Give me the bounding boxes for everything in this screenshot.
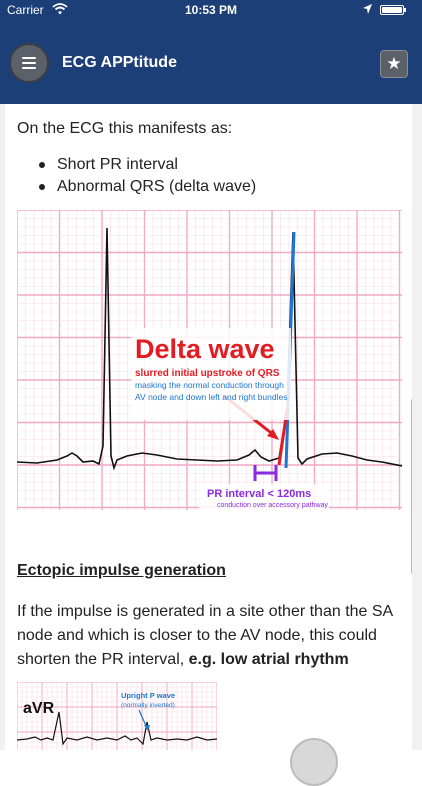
avr-trace xyxy=(17,711,217,746)
star-icon: ★ xyxy=(386,54,402,73)
pr-interval-label: PR interval < 120ms xyxy=(207,488,311,500)
pr-interval-sublabel: conduction over accessory pathway xyxy=(217,502,328,509)
delta-wave-desc-1: masking the normal conduction through xyxy=(135,380,284,390)
location-arrow-icon xyxy=(362,3,373,18)
bullet-item: Short PR interval xyxy=(17,154,256,176)
bullet-list: Short PR interval Abnormal QRS (delta wa… xyxy=(17,154,256,198)
body-text: If the impulse is generated in a site ot… xyxy=(17,603,393,668)
scrollbar[interactable] xyxy=(411,399,412,574)
wifi-icon xyxy=(52,2,68,19)
avr-ecg-figure: aVR Upright P wave (normally inverted) xyxy=(17,682,217,750)
carrier-label: Carrier xyxy=(7,3,44,17)
status-bar: Carrier 10:53 PM xyxy=(0,0,422,20)
delta-wave-title: Delta wave xyxy=(135,334,275,364)
page-title: ECG APPtitude xyxy=(62,54,177,71)
navigation-bar: ECG APPtitude ★ xyxy=(0,20,422,104)
content-area: On the ECG this manifests as: Short PR i… xyxy=(0,104,422,786)
battery-icon xyxy=(380,5,406,15)
bullet-item: Abnormal QRS (delta wave) xyxy=(17,176,256,198)
scroll-handle-button[interactable] xyxy=(290,738,338,786)
avr-note-1: Upright P wave xyxy=(121,691,175,700)
avr-lead-label: aVR xyxy=(23,700,55,717)
clock: 10:53 PM xyxy=(184,3,238,17)
body-emphasis: e.g. low atrial rhythm xyxy=(188,651,349,668)
intro-text: On the ECG this manifests as: xyxy=(17,120,233,137)
delta-wave-desc-2: AV node and down left and right bundles xyxy=(135,392,287,402)
delta-wave-subtitle: slurred initial upstroke of QRS xyxy=(135,368,280,379)
favorite-button[interactable]: ★ xyxy=(380,50,408,78)
ecg-delta-wave-figure: Delta wave slurred initial upstroke of Q… xyxy=(17,210,402,510)
menu-button[interactable] xyxy=(9,43,49,83)
section-heading: Ectopic impulse generation xyxy=(17,562,226,579)
ecg-trace xyxy=(17,227,402,471)
body-paragraph: If the impulse is generated in a site ot… xyxy=(17,600,407,672)
content-card: On the ECG this manifests as: Short PR i… xyxy=(5,104,412,750)
hamburger-icon xyxy=(22,57,36,69)
avr-note-2: (normally inverted) xyxy=(121,702,175,709)
delta-arrowhead xyxy=(267,429,279,440)
